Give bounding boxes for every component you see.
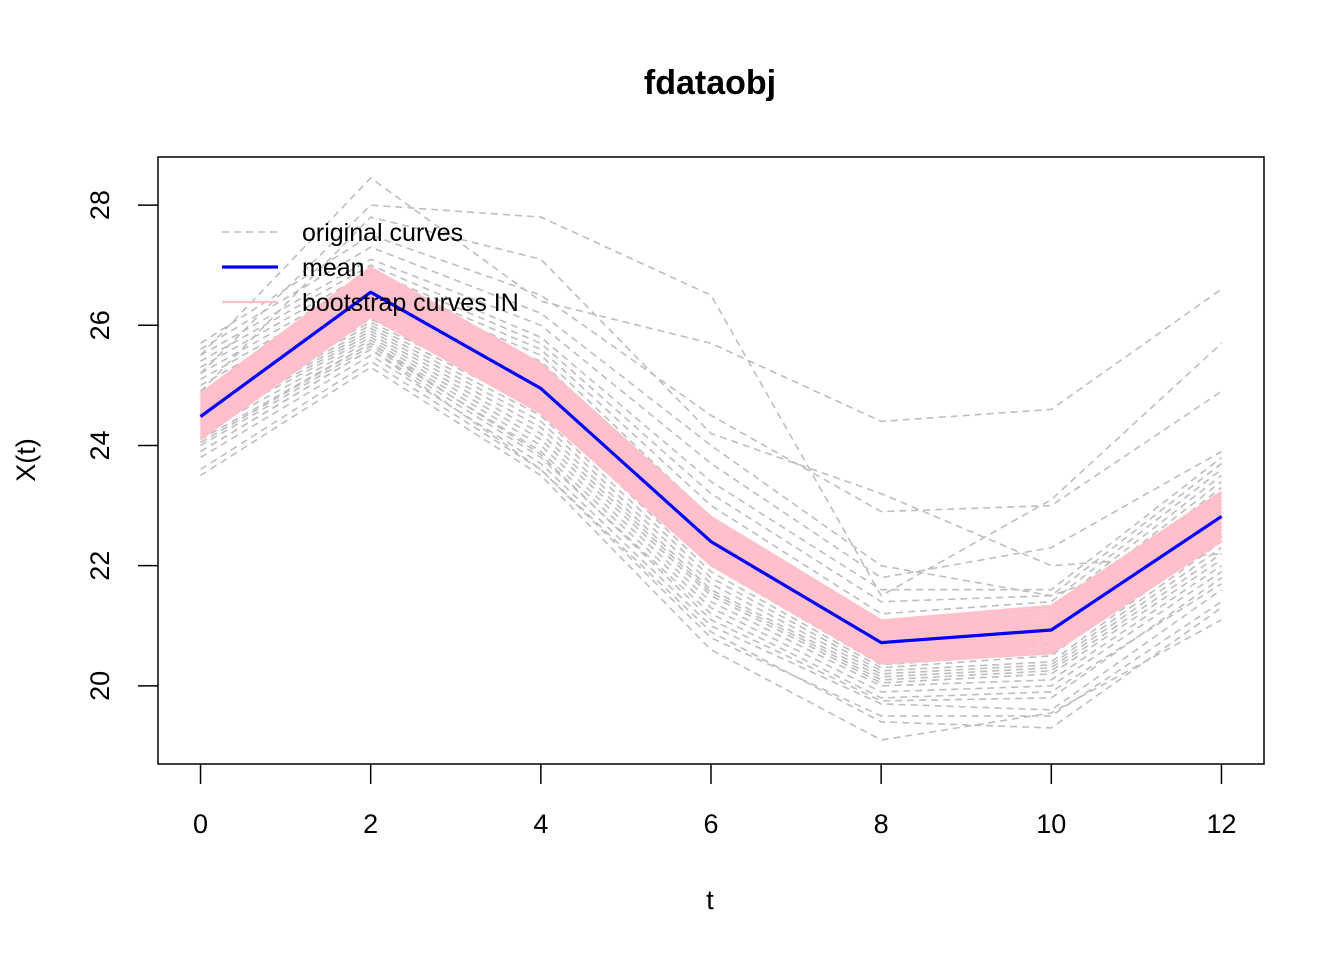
y-tick-label-20: 20: [85, 671, 115, 701]
original-curve-24: [200, 258, 1222, 579]
bootstrap-curve-10: [199, 277, 1223, 633]
legend: original curves mean bootstrap curves IN: [222, 219, 519, 317]
bootstrap-curve-13: [199, 266, 1223, 623]
original-curve-31: [200, 342, 1222, 702]
x-tick-label-12: 12: [1206, 809, 1236, 839]
bootstrap-curve-9: [199, 281, 1223, 636]
x-axis: 0 2 4 6 8 10 12: [193, 764, 1236, 839]
original-curve-2: [200, 354, 1222, 711]
bootstrap-curves: [199, 266, 1223, 665]
plot-frame: [157, 156, 1265, 765]
original-curve-11: [200, 324, 1222, 669]
bootstrap-curve-12: [199, 270, 1223, 626]
original-curve-10: [200, 327, 1222, 672]
original-curve-9: [200, 330, 1222, 675]
mean-series: [199, 290, 1223, 645]
mean-line: [199, 290, 1223, 645]
legend-label-1: mean: [302, 254, 365, 282]
bootstrap-curve-8: [199, 284, 1223, 639]
x-axis-label: t: [706, 885, 714, 915]
original-curve-23: [200, 264, 1222, 591]
x-tick-label-2: 2: [363, 809, 378, 839]
chart-title: fdataobj: [644, 64, 776, 102]
bootstrap-curve-4: [199, 299, 1223, 652]
original-curve-17: [200, 300, 1222, 645]
y-tick-label-24: 24: [85, 430, 115, 460]
bootstrap-curve-7: [199, 288, 1223, 643]
plot-area: [199, 176, 1223, 741]
x-tick-label-8: 8: [874, 809, 889, 839]
original-curve-0: [200, 366, 1222, 741]
bootstrap-curve-2: [199, 307, 1223, 659]
x-tick-label-10: 10: [1036, 809, 1066, 839]
y-tick-label-22: 22: [85, 551, 115, 581]
x-tick-label-6: 6: [703, 809, 718, 839]
original-curve-30: [200, 348, 1222, 717]
legend-label-0: original curves: [302, 219, 463, 247]
original-curve-7: [200, 336, 1222, 681]
bootstrap-curve-5: [199, 296, 1223, 649]
x-tick-label-4: 4: [533, 809, 548, 839]
original-curve-25: [200, 246, 1222, 597]
y-axis: 20 22 24 26 28: [85, 190, 158, 701]
bootstrap-curve-11: [199, 273, 1223, 630]
y-tick-label-26: 26: [85, 310, 115, 340]
bootstrap-curve-1: [199, 310, 1223, 662]
x-tick-label-0: 0: [193, 809, 208, 839]
original-curve-27: [199, 216, 1222, 567]
original-curve-26: [200, 234, 1222, 513]
original-curve-4: [200, 345, 1222, 693]
y-axis-label: X(t): [11, 438, 41, 482]
y-tick-label-28: 28: [85, 190, 115, 220]
bootstrap-curve-0: [199, 314, 1223, 665]
original-curve-1: [200, 360, 1222, 729]
legend-label-2: bootstrap curves IN: [302, 289, 519, 317]
original-curve-6: [200, 339, 1222, 684]
bootstrap-curve-3: [199, 303, 1223, 656]
original-curve-29: [199, 176, 1222, 423]
original-curve-8: [200, 333, 1222, 678]
